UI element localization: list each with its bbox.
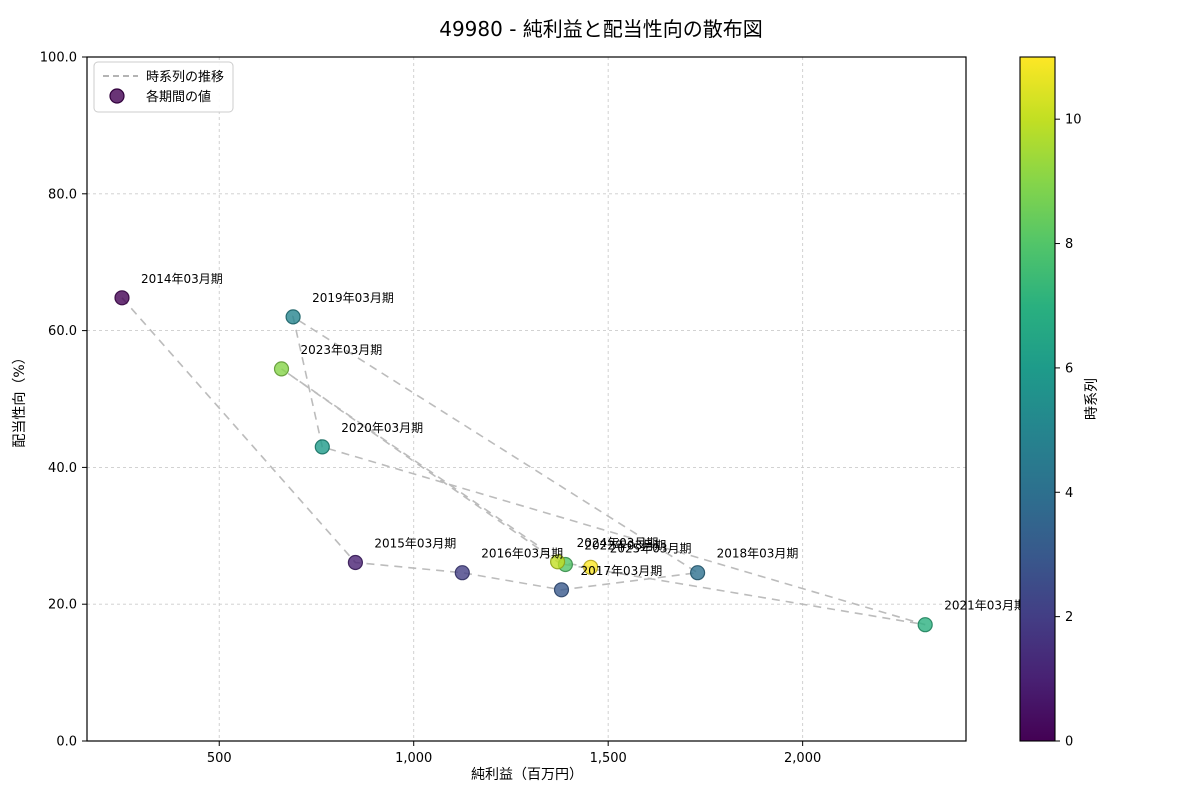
- colorbar-label: 時系列: [1084, 378, 1100, 420]
- y-tick-label: 100.0: [40, 51, 77, 66]
- legend-dot-sample: [109, 88, 125, 104]
- x-tick-label: 1,000: [395, 751, 432, 766]
- annotation-2015年03月期: 2015年03月期: [374, 537, 456, 551]
- colorbar-tick-label: 8: [1065, 237, 1073, 252]
- data-point-2015年03月期: [347, 554, 363, 571]
- colorbar-tick-label: 10: [1065, 113, 1082, 128]
- y-axis-ticks: 0.0 20.0 40.0 60.0 80.0 100.0: [40, 51, 87, 750]
- y-tick-label: 40.0: [48, 461, 77, 476]
- annotation-2014年03月期: 2014年03月期: [141, 272, 223, 286]
- data-point-2016年03月期: [454, 565, 470, 581]
- annotation-2019年03月期: 2019年03月期: [312, 291, 394, 305]
- chart-title: 49980 - 純利益と配当性向の散布図: [439, 17, 763, 41]
- annotation-2018年03月期: 2018年03月期: [717, 547, 799, 561]
- y-axis-label: 配当性向（%）: [12, 350, 28, 447]
- legend-item-dot-label: 各期間の値: [146, 89, 211, 105]
- colorbar-ticks: 0 2 4 6 8 10: [1055, 113, 1082, 750]
- data-point-2024年03月期: [549, 554, 566, 570]
- legend-item-line-label: 時系列の推移: [146, 70, 224, 85]
- colorbar-tick-label: 6: [1065, 361, 1073, 376]
- colorbar-tick-label: 2: [1065, 610, 1073, 625]
- gridlines: [87, 56, 966, 742]
- annotation-2020年03月期: 2020年03月期: [341, 421, 423, 435]
- data-point-2018年03月期: [689, 565, 706, 581]
- time-series-path: [121, 297, 926, 626]
- legend: 時系列の推移 各期間の値: [93, 61, 234, 113]
- legend-box: [93, 61, 234, 113]
- annotation-2025年03月期: 2025年03月期: [610, 541, 692, 555]
- data-point-2014年03月期: [114, 290, 130, 306]
- colorbar-tick-label: 4: [1065, 486, 1073, 501]
- data-point-2021年03月期: [917, 617, 933, 633]
- data-point-2017年03月期: [553, 582, 570, 598]
- data-point-2023年03月期: [273, 361, 290, 377]
- data-point-2019年03月期: [285, 309, 301, 325]
- time-series-line: [121, 297, 926, 626]
- annotation-2021年03月期: 2021年03月期: [944, 599, 1026, 613]
- y-tick-label: 60.0: [48, 324, 77, 339]
- y-tick-label: 20.0: [48, 598, 77, 613]
- data-point-2020年03月期: [314, 439, 330, 455]
- y-tick-label: 0.0: [56, 735, 77, 750]
- annotation-2023年03月期: 2023年03月期: [301, 343, 383, 357]
- x-axis-ticks: 500 1,000 1,500 2,000: [207, 741, 821, 766]
- colorbar-tick-label: 0: [1065, 735, 1073, 750]
- colorbar: [1019, 56, 1056, 742]
- data-point-2025年03月期: [583, 559, 599, 575]
- point-annotations: 2014年03月期 2015年03月期 2016年03月期 2017年03月期 2018…: [141, 272, 1026, 613]
- x-axis-label: 純利益（百万円）: [471, 767, 583, 783]
- annotation-2016年03月期: 2016年03月期: [481, 547, 563, 561]
- plot-border: [86, 56, 967, 742]
- x-tick-label: 2,000: [784, 751, 821, 766]
- x-tick-label: 500: [207, 751, 232, 766]
- data-points: [114, 290, 933, 633]
- annotation-2022年03月期: 2022年03月期: [584, 539, 666, 553]
- x-tick-label: 1,500: [590, 751, 627, 766]
- y-tick-label: 80.0: [48, 187, 77, 202]
- annotation-2017年03月期: 2017年03月期: [581, 564, 663, 578]
- annotation-2024年03月期: 2024年03月期: [577, 536, 659, 550]
